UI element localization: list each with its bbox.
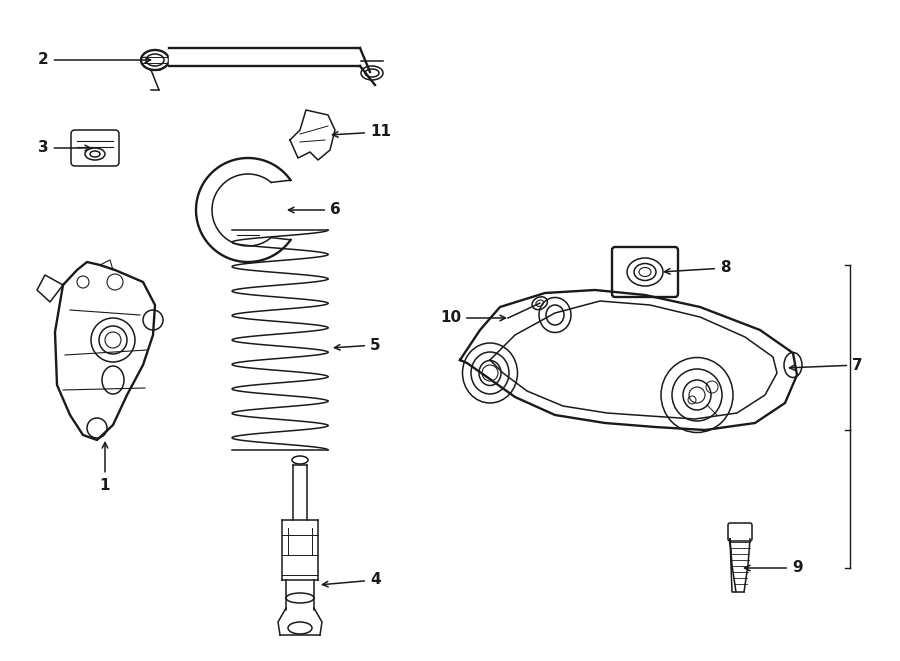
Text: 8: 8	[664, 260, 731, 276]
Text: 9: 9	[744, 561, 803, 576]
Text: 5: 5	[335, 338, 381, 352]
Text: 11: 11	[332, 124, 391, 139]
Text: 1: 1	[100, 442, 110, 492]
Text: 7: 7	[789, 358, 862, 373]
Text: 6: 6	[289, 202, 341, 217]
Text: 2: 2	[38, 52, 150, 67]
Text: 10: 10	[440, 311, 506, 325]
Text: 3: 3	[38, 141, 91, 155]
Text: 4: 4	[322, 572, 381, 588]
